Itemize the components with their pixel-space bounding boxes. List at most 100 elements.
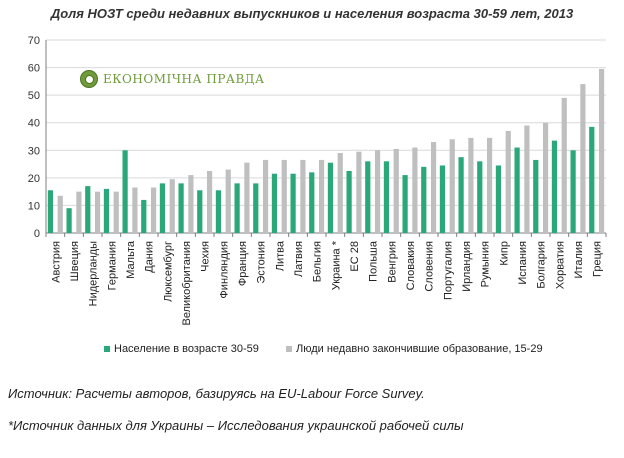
y-tick-label: 10	[28, 200, 40, 212]
x-tick-label: Финляндия	[218, 241, 230, 299]
bar-recent-graduates-15-29	[57, 195, 63, 233]
bar-recent-graduates-15-29	[337, 153, 343, 233]
bar-recent-graduates-15-29	[542, 122, 549, 233]
legend-label-2: Люди недавно закончившие образование, 15…	[296, 343, 543, 355]
bar-recent-graduates-15-29	[281, 159, 287, 233]
legend-label-1: Население в возрасте 30-59	[114, 343, 259, 355]
x-tick-label: Хорватия	[554, 241, 566, 289]
bar-recent-graduates-15-29	[262, 159, 269, 233]
ukraine-source-note: *Источник данных для Украины – Исследова…	[8, 418, 464, 433]
x-tick-label: Австрия	[50, 241, 62, 283]
x-tick-label: Литва	[274, 240, 286, 271]
bar-population-30-59	[159, 183, 166, 233]
bar-population-30-59	[122, 150, 128, 233]
y-tick-label: 70	[28, 35, 40, 47]
bar-recent-graduates-15-29	[449, 139, 455, 233]
bar-population-30-59	[47, 190, 54, 233]
bar-population-30-59	[197, 190, 203, 233]
bar-recent-graduates-15-29	[318, 159, 325, 233]
x-tick-label: Испания	[517, 241, 529, 285]
bar-population-30-59	[234, 183, 240, 233]
x-tick-label: Мальта	[125, 240, 137, 279]
bar-recent-graduates-15-29	[374, 150, 381, 233]
x-tick-label: ЕС 28	[349, 241, 361, 272]
bars	[47, 68, 605, 234]
x-tick-label: Великобритания	[181, 241, 193, 326]
source-note: Источник: Расчеты авторов, базируясь на …	[8, 386, 425, 401]
bar-population-30-59	[365, 161, 371, 233]
x-tick-label: Бельгия	[312, 241, 324, 282]
x-tick-label: Чехия	[200, 241, 212, 272]
y-tick-label: 60	[28, 63, 40, 75]
x-tick-label: Греция	[592, 241, 604, 277]
x-tick-label: Польша	[368, 240, 380, 282]
x-tick-label: Дания	[144, 241, 156, 273]
bar-recent-graduates-15-29	[300, 159, 306, 233]
bar-population-30-59	[589, 126, 595, 233]
bar-population-30-59	[458, 157, 464, 233]
x-tick-label: Швеция	[69, 241, 81, 281]
bar-population-30-59	[309, 172, 315, 233]
bar-recent-graduates-15-29	[505, 130, 511, 233]
bar-recent-graduates-15-29	[132, 187, 138, 233]
bar-population-30-59	[178, 183, 184, 233]
bar-population-30-59	[290, 173, 296, 233]
x-tick-labels: Австрия Швеция Нидерланды Германия Мальта Дан…	[50, 240, 603, 325]
bar-population-30-59	[346, 170, 352, 233]
bar-population-30-59	[495, 165, 502, 233]
y-tick-labels: 0 10 20 30 40 50 60 70	[28, 35, 40, 240]
x-tick-label: Италия	[573, 241, 585, 279]
legend-swatch-2	[286, 346, 292, 352]
bar-recent-graduates-15-29	[225, 169, 231, 233]
bar-recent-graduates-15-29	[468, 137, 474, 233]
x-tick-label: Румыния	[480, 241, 492, 287]
x-tick-label: Латвия	[293, 241, 305, 277]
bar-population-30-59	[66, 208, 72, 233]
bar-recent-graduates-15-29	[598, 68, 605, 233]
grid-lines	[45, 39, 607, 237]
y-tick-label: 30	[28, 145, 40, 157]
y-tick-label: 20	[28, 173, 40, 185]
logo-emblem-icon	[80, 70, 98, 88]
y-tick-label: 50	[28, 90, 40, 102]
bar-recent-graduates-15-29	[524, 125, 530, 233]
bar-population-30-59	[215, 190, 222, 233]
bar-recent-graduates-15-29	[561, 97, 567, 234]
bar-recent-graduates-15-29	[94, 191, 101, 233]
bar-recent-graduates-15-29	[113, 191, 119, 233]
y-tick-label: 40	[28, 118, 40, 130]
bar-population-30-59	[141, 199, 147, 233]
x-tick-label: Украина *	[330, 240, 342, 290]
x-tick-label: Словения	[424, 241, 436, 292]
bar-population-30-59	[253, 183, 259, 233]
bar-recent-graduates-15-29	[430, 142, 437, 233]
y-tick-label: 0	[34, 228, 40, 240]
bar-population-30-59	[402, 175, 408, 233]
bar-recent-graduates-15-29	[580, 84, 586, 233]
legend-swatch-1	[104, 346, 110, 352]
x-tick-label: Болгария	[536, 241, 548, 289]
bar-population-30-59	[383, 161, 390, 233]
bar-recent-graduates-15-29	[393, 148, 399, 233]
x-tick-label: Кипр	[498, 241, 510, 266]
bar-population-30-59	[439, 165, 446, 233]
x-tick-label: Нидерланды	[88, 241, 100, 306]
x-tick-label: Словакия	[405, 241, 417, 290]
bar-recent-graduates-15-29	[244, 162, 250, 233]
bar-population-30-59	[570, 150, 576, 233]
bar-recent-graduates-15-29	[188, 175, 194, 233]
logo-text: ЕКОНОМІЧНА ПРАВДА	[103, 72, 265, 86]
bar-recent-graduates-15-29	[169, 179, 175, 233]
chart-title: Доля НОЗТ среди недавних выпускников и н…	[50, 6, 574, 21]
x-tick-label: Эстония	[256, 241, 268, 284]
x-tick-label: Франция	[237, 241, 249, 286]
bar-population-30-59	[533, 159, 539, 233]
x-tick-label: Люксембург	[162, 241, 174, 302]
bar-chart: 0 10 20 30 40 50 60 70 Австрия Швеция Нидерланды Г…	[28, 35, 607, 355]
logo: ЕКОНОМІЧНА ПРАВДА	[80, 70, 265, 88]
bar-population-30-59	[421, 166, 427, 233]
x-tick-label: Венгрия	[386, 241, 398, 283]
legend: Население в возрасте 30-59 Люди недавно з…	[104, 343, 543, 355]
bar-recent-graduates-15-29	[486, 137, 493, 233]
x-tick-label: Португалия	[442, 241, 454, 300]
